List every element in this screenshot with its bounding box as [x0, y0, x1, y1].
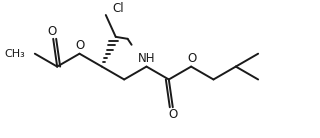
- Text: O: O: [188, 52, 197, 65]
- Text: O: O: [168, 108, 177, 121]
- Text: O: O: [76, 39, 85, 52]
- Text: O: O: [48, 25, 57, 38]
- Text: CH₃: CH₃: [4, 49, 25, 59]
- Text: NH: NH: [138, 52, 155, 65]
- Text: Cl: Cl: [112, 2, 124, 15]
